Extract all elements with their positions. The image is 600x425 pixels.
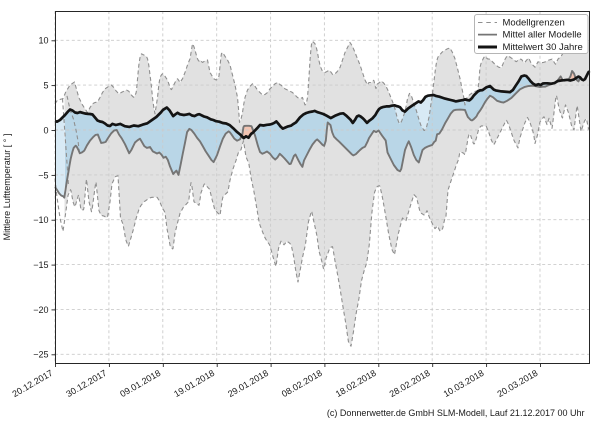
- svg-text:Mittlere Lufttemperatur [ ° ]: Mittlere Lufttemperatur [ ° ]: [2, 134, 12, 241]
- svg-text:−25: −25: [33, 350, 48, 360]
- svg-text:(c) Donnerwetter.de GmbH SLM-M: (c) Donnerwetter.de GmbH SLM-Modell, Lau…: [327, 408, 585, 418]
- svg-text:5: 5: [43, 81, 48, 91]
- svg-text:−15: −15: [33, 260, 48, 270]
- svg-text:−10: −10: [33, 215, 48, 225]
- svg-text:0: 0: [43, 125, 48, 135]
- svg-text:Mittelwert 30 Jahre: Mittelwert 30 Jahre: [503, 42, 583, 53]
- svg-text:10: 10: [38, 36, 48, 46]
- svg-text:Mittel aller Modelle: Mittel aller Modelle: [503, 30, 582, 41]
- svg-text:−5: −5: [38, 170, 48, 180]
- svg-text:−20: −20: [33, 305, 48, 315]
- svg-text:Modellgrenzen: Modellgrenzen: [503, 18, 565, 29]
